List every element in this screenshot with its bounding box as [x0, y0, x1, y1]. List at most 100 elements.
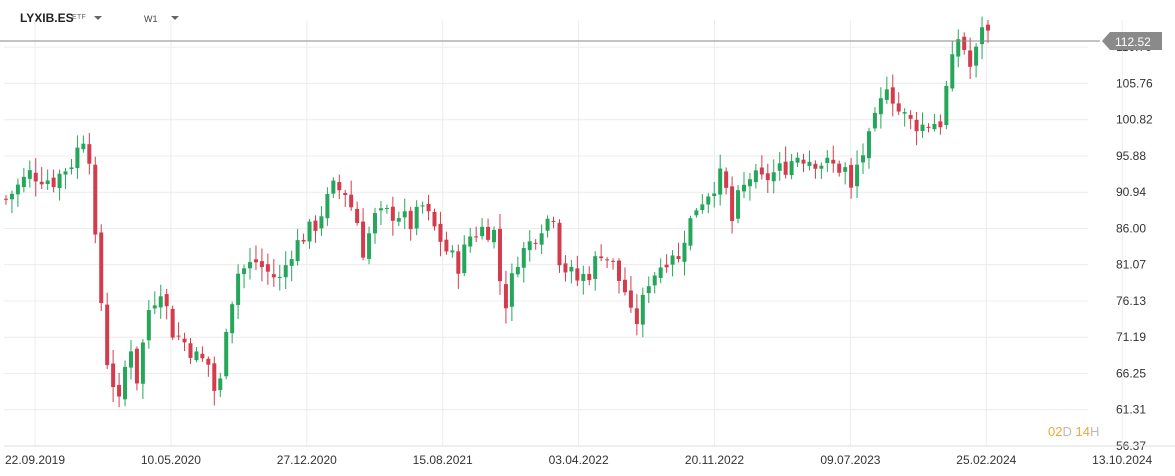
candle [688, 215, 693, 251]
candle-body [349, 194, 354, 208]
candle [706, 193, 711, 214]
y-tick-label: 71.19 [1116, 330, 1146, 344]
candle-body [884, 89, 889, 100]
candle [87, 132, 92, 175]
candle-body [408, 210, 413, 230]
candle-body [301, 239, 306, 242]
candle-body [866, 131, 871, 159]
candle [224, 328, 229, 380]
candle [533, 239, 538, 250]
candle [700, 194, 705, 214]
candle-body [658, 267, 663, 278]
candle-body [170, 308, 175, 338]
candle [944, 80, 949, 130]
candle-body [152, 305, 157, 309]
candle-body [956, 39, 961, 57]
candle [194, 347, 199, 363]
candle [93, 156, 98, 244]
symbol-label[interactable]: LYXIB.ES [20, 11, 74, 25]
candle-body [920, 124, 925, 132]
candle [926, 123, 931, 133]
candle-body [111, 363, 116, 388]
candle-body [741, 184, 746, 192]
candle-body [361, 221, 366, 258]
candle [861, 143, 866, 174]
candle [843, 162, 848, 185]
candle-body [825, 157, 830, 164]
candle [724, 167, 729, 195]
candle [563, 255, 568, 282]
candle-body [355, 208, 360, 223]
candle-body [986, 24, 990, 31]
candle-body [176, 335, 181, 337]
timer-days-unit: D [1062, 424, 1072, 439]
candle [682, 230, 687, 276]
candle [218, 372, 223, 398]
candle [527, 230, 532, 262]
instrument-type-badge: ETF [72, 14, 87, 21]
candle [468, 227, 473, 253]
candle-body [69, 167, 74, 170]
candle-body [63, 171, 68, 175]
candle [176, 322, 181, 341]
candle-body [140, 342, 145, 384]
candle-body [123, 366, 128, 400]
candle-body [182, 338, 187, 343]
candle-body [265, 264, 270, 272]
candle [396, 211, 401, 226]
candle [617, 258, 622, 294]
candle [771, 159, 776, 194]
candle-body [497, 228, 502, 282]
candle [628, 275, 633, 313]
candle [807, 150, 812, 171]
candle-body [622, 279, 627, 293]
y-tick-label: 81.07 [1116, 258, 1146, 272]
candle [902, 108, 907, 127]
y-tick-label: 95.88 [1116, 149, 1146, 163]
candlestick-series [4, 16, 990, 408]
candle [813, 160, 818, 179]
candle [81, 135, 86, 153]
candle-body [551, 220, 556, 222]
candle-body [474, 236, 479, 238]
candle [736, 184, 741, 224]
candle-body [259, 261, 264, 268]
candle-body [343, 193, 348, 196]
current-price-label: 112.52 [1115, 35, 1151, 49]
candle-body [75, 147, 80, 168]
candle-body [93, 164, 98, 235]
candle-body [634, 308, 639, 325]
candle-body [319, 216, 324, 229]
candle-body [45, 180, 50, 185]
candle [837, 160, 842, 177]
candle [569, 259, 574, 284]
candle-body [33, 172, 38, 182]
candle-body [807, 161, 812, 166]
candle-body [486, 226, 491, 240]
candle-body [617, 260, 622, 281]
candle-body [736, 190, 741, 219]
candle [4, 195, 8, 205]
candle [783, 146, 788, 179]
candle [652, 272, 657, 294]
candle [456, 244, 461, 289]
candle-body [99, 232, 104, 304]
symbol-dropdown-chevron-icon[interactable] [94, 16, 102, 20]
candle [444, 231, 449, 255]
candle [819, 162, 824, 179]
candle-body [295, 240, 300, 262]
candle-body [432, 211, 437, 227]
candle [230, 301, 235, 344]
candle-body [759, 167, 764, 175]
timeframe-dropdown-chevron-icon[interactable] [171, 16, 179, 20]
timeframe-selector[interactable]: W1 [144, 14, 158, 24]
candle-body [747, 179, 752, 187]
timer-hours: 14 [1075, 424, 1090, 439]
candle [503, 270, 508, 324]
current-price-label-bg [1102, 32, 1162, 50]
candle-body [15, 184, 20, 195]
candle-body [771, 172, 776, 182]
candle [420, 201, 425, 214]
candle [950, 41, 955, 92]
